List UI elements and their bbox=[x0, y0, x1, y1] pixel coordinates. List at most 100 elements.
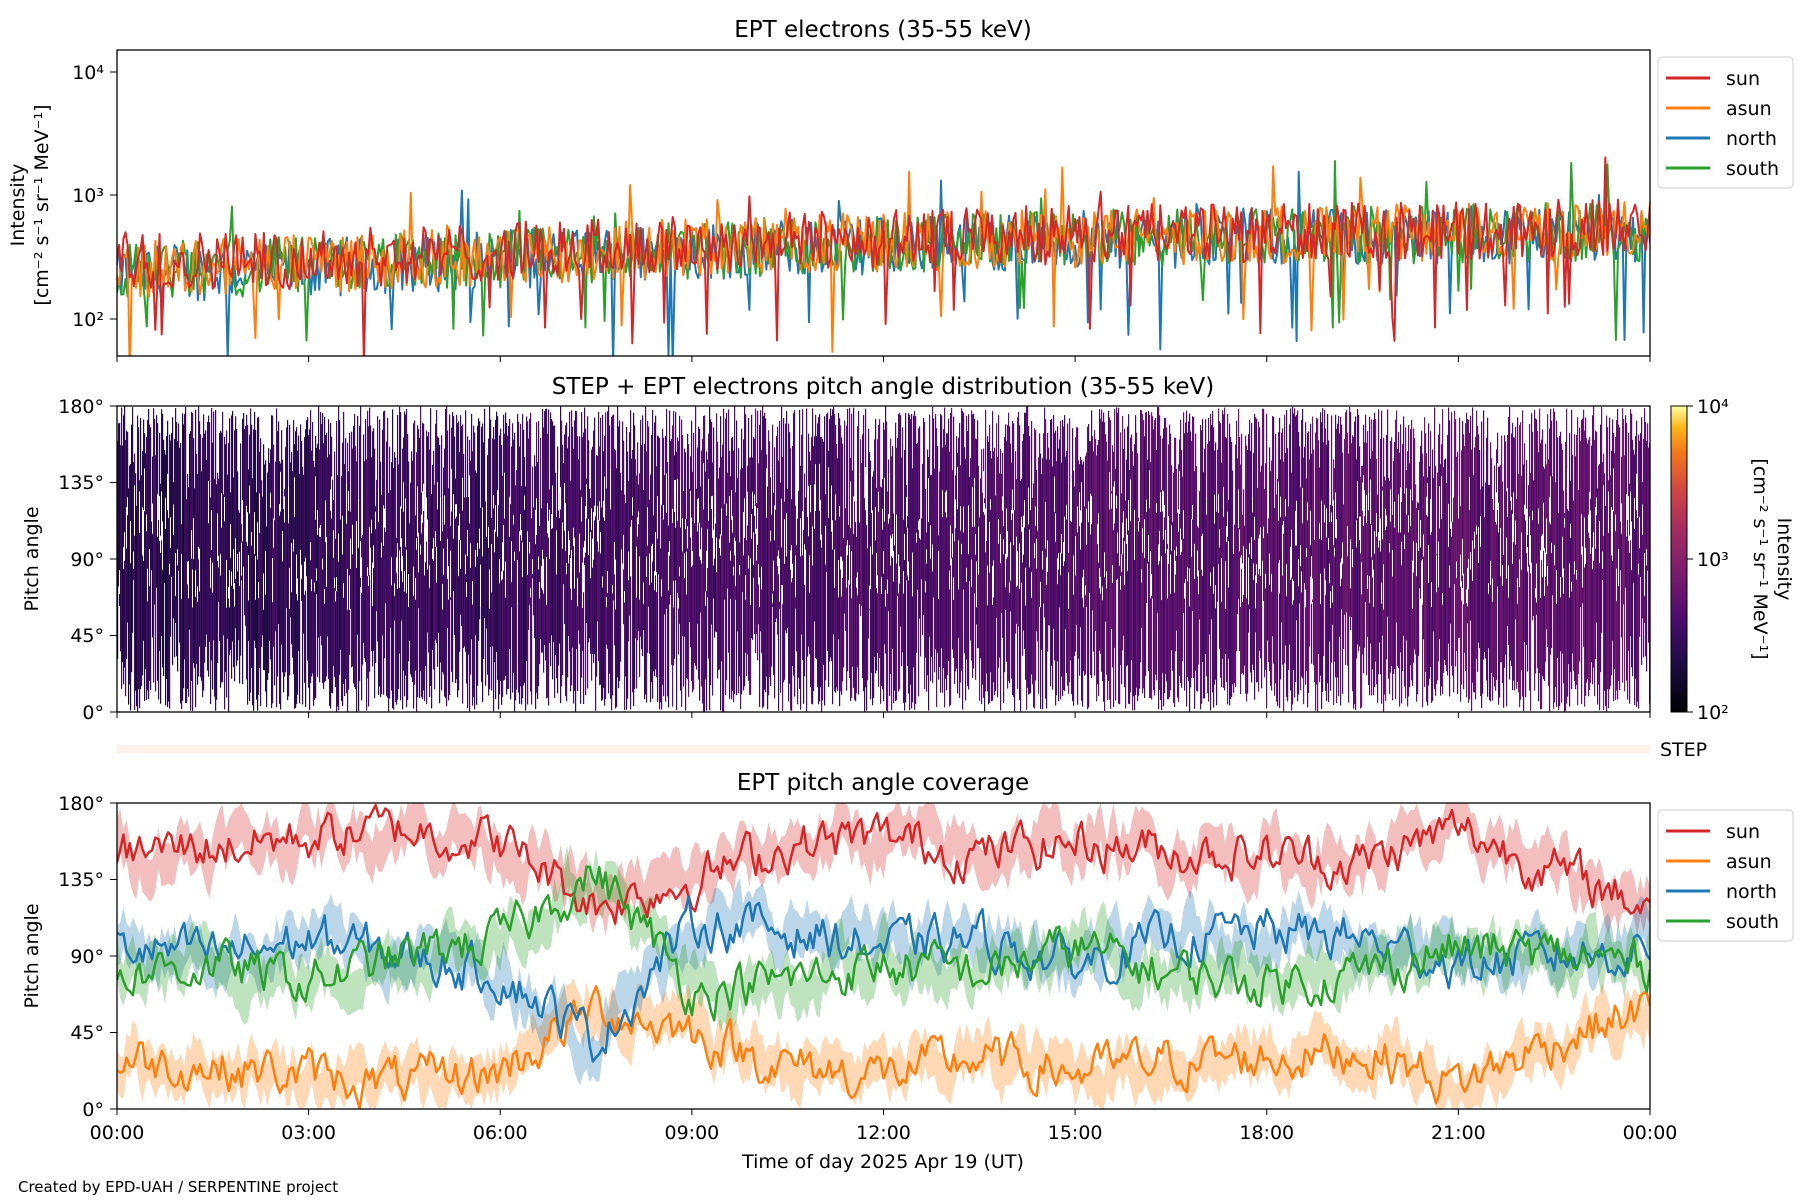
pad-gap bbox=[1371, 525, 1373, 558]
pad-column bbox=[771, 465, 773, 667]
pad-column bbox=[565, 425, 567, 697]
pad-column bbox=[762, 406, 764, 708]
intensity-line-sun bbox=[117, 156, 1650, 356]
pad-column bbox=[481, 427, 483, 682]
pad-gap bbox=[876, 552, 878, 589]
pad-gap bbox=[565, 502, 567, 551]
pad-column bbox=[200, 434, 202, 678]
pad-column bbox=[791, 499, 793, 711]
pad-gap bbox=[1490, 560, 1492, 586]
pad-column bbox=[1087, 427, 1089, 710]
pad-column bbox=[383, 411, 385, 695]
pad-column bbox=[183, 424, 185, 689]
pad-column bbox=[184, 414, 186, 660]
pad-column bbox=[1584, 430, 1586, 707]
pad-gap bbox=[668, 552, 670, 591]
pad-column bbox=[1517, 417, 1519, 682]
pad-gap bbox=[795, 555, 797, 598]
pad-column bbox=[1249, 420, 1251, 610]
pad-gap bbox=[342, 515, 344, 555]
pad-column bbox=[186, 499, 188, 704]
pad-column bbox=[643, 490, 645, 631]
pad-column bbox=[1286, 410, 1288, 697]
pad-gap bbox=[444, 495, 446, 525]
pad-gap bbox=[804, 544, 806, 586]
pad-column bbox=[1521, 475, 1523, 671]
pad-gap bbox=[1280, 496, 1282, 518]
pad-column bbox=[1343, 504, 1345, 649]
pad-gap bbox=[581, 497, 583, 522]
pad-column bbox=[457, 423, 459, 698]
pad-column bbox=[1567, 484, 1569, 697]
pad-column bbox=[1556, 420, 1558, 707]
pad-gap bbox=[1369, 576, 1371, 603]
pad-gap bbox=[1080, 510, 1082, 550]
pad-column bbox=[1473, 475, 1475, 693]
pad-column bbox=[1394, 441, 1396, 670]
pad-column bbox=[559, 518, 561, 644]
pad-column bbox=[172, 417, 174, 665]
pad-gap bbox=[1066, 504, 1068, 520]
pad-gap bbox=[1571, 581, 1573, 592]
pad-column bbox=[367, 410, 369, 679]
pad-column bbox=[1018, 411, 1020, 627]
pad-gap bbox=[716, 537, 718, 573]
pad-gap bbox=[1456, 561, 1458, 579]
pad-gap bbox=[493, 495, 495, 509]
pad-column bbox=[1034, 428, 1036, 709]
pad-column bbox=[723, 408, 725, 712]
pad-column bbox=[504, 433, 506, 680]
pad-gap bbox=[888, 514, 890, 524]
pad-column bbox=[609, 425, 611, 674]
pad-column bbox=[1218, 408, 1220, 565]
pad-gap bbox=[807, 491, 809, 517]
pad-column bbox=[167, 420, 169, 707]
pad-gap bbox=[1372, 559, 1374, 578]
pad-gap bbox=[1462, 539, 1464, 576]
pad-gap bbox=[841, 556, 843, 597]
pad-gap bbox=[1442, 593, 1444, 605]
pad-column bbox=[844, 420, 846, 614]
pad-column bbox=[1459, 417, 1461, 638]
pad-column bbox=[1089, 440, 1091, 593]
pad-column bbox=[1079, 464, 1081, 676]
pad-column bbox=[781, 407, 783, 585]
pad-column bbox=[313, 460, 315, 706]
pad-column bbox=[1393, 461, 1395, 674]
pad-column bbox=[591, 449, 593, 681]
pad-column bbox=[687, 433, 689, 680]
pad-gap bbox=[1226, 526, 1228, 543]
pad-column bbox=[1399, 452, 1401, 707]
pad-gap bbox=[1156, 503, 1158, 513]
pad-column bbox=[1190, 431, 1192, 688]
x-tick-label: 06:00 bbox=[473, 1122, 528, 1144]
pad-column bbox=[343, 411, 345, 684]
pad-column bbox=[476, 473, 478, 705]
pad-column bbox=[737, 477, 739, 632]
pad-gap bbox=[1161, 556, 1163, 601]
pad-column bbox=[673, 411, 675, 666]
pad-column bbox=[1119, 535, 1121, 705]
pad-column bbox=[1629, 483, 1631, 704]
pad-gap bbox=[421, 514, 423, 534]
pad-column bbox=[586, 478, 588, 623]
pad-column bbox=[871, 494, 873, 673]
pad-column bbox=[709, 406, 711, 711]
pad-column bbox=[748, 417, 750, 681]
pad-gap bbox=[1178, 509, 1180, 532]
pad-column bbox=[178, 423, 180, 571]
pad-gap bbox=[697, 499, 699, 532]
step-strip: STEP bbox=[117, 739, 1707, 761]
pad-gap bbox=[669, 541, 671, 556]
pad-column bbox=[121, 407, 123, 689]
pad-column bbox=[1525, 511, 1527, 698]
pad-column bbox=[407, 433, 409, 701]
pad-gap bbox=[130, 521, 132, 564]
pad-gap bbox=[1547, 566, 1549, 586]
pad-column bbox=[552, 421, 554, 680]
pad-column bbox=[1466, 412, 1468, 698]
pad-gap bbox=[750, 558, 752, 605]
pad-gap bbox=[952, 533, 954, 558]
pad-column bbox=[1028, 426, 1030, 695]
pad-gap bbox=[220, 554, 222, 576]
